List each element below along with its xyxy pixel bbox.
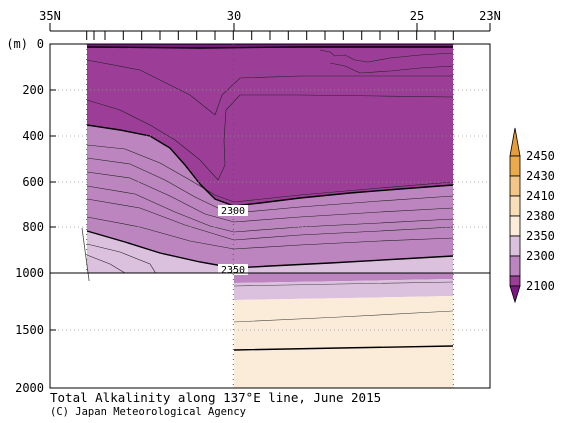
depth-grid (50, 89, 490, 331)
missing-data-mask (87, 281, 234, 388)
y-tick-label: 400 (22, 129, 44, 143)
colorbar-segment (509, 255, 521, 277)
contour-line (233, 310, 454, 323)
colorbar-segment (509, 175, 521, 197)
colorbar-segment (509, 235, 521, 257)
contour-line (329, 62, 454, 74)
contour-line (319, 49, 454, 63)
contour-line (86, 254, 126, 273)
station-lines (86, 44, 454, 388)
colorbar-label: 2450 (526, 149, 555, 163)
colorbar-label: 2410 (526, 189, 555, 203)
colorbar-labels: 2450 2430 2410 2380 2350 2300 2100 (526, 149, 555, 293)
colorbar: 2450 2430 2410 2380 2350 2300 2100 (509, 127, 555, 304)
chart-title: Total Alkalinity along 137°E line, June … (50, 390, 382, 405)
contour-label: 2350 (221, 265, 245, 276)
fill-2100-2300 (87, 44, 453, 206)
y-axis-unit-label: (m) (6, 37, 28, 51)
y-tick-label: 0 (37, 37, 44, 51)
contour-line (233, 281, 454, 287)
contour-2400 (233, 345, 454, 351)
contour-line (86, 59, 453, 116)
colorbar-over-triangle (509, 127, 521, 157)
colorbar-segment (509, 195, 521, 217)
y-tick-label: 200 (22, 83, 44, 97)
lat-label: 23N (479, 9, 501, 23)
contour-line (86, 94, 454, 181)
upper-panel-fills (87, 44, 453, 273)
y-tick-label: 800 (22, 220, 44, 234)
contour-line (86, 216, 454, 250)
chart-credit: (C) Japan Meteorological Agency (50, 406, 246, 418)
latitude-labels: 35N 30 25 23N (39, 9, 501, 23)
y-tick-label: 1500 (15, 323, 44, 337)
colorbar-under-triangle (509, 285, 521, 304)
contour-label: 2300 (221, 206, 245, 217)
fill-lower-2350-2380 (234, 279, 453, 300)
colorbar-segment (509, 275, 521, 287)
y-axis-ticks (50, 43, 56, 389)
lower-panel-fills (234, 273, 453, 388)
colorbar-label: 2100 (526, 279, 555, 293)
y-tick-label: 1000 (15, 266, 44, 280)
lat-label: 30 (227, 9, 241, 23)
latitude-ticks (49, 23, 491, 31)
colorbar-label: 2300 (526, 249, 555, 263)
fill-lower-2300-2350 (234, 273, 453, 283)
top-latitude-axis: 35N 30 25 23N (39, 9, 501, 40)
colorbar-segment (509, 215, 521, 237)
contour-line (86, 243, 156, 273)
y-tick-label: 600 (22, 175, 44, 189)
contour-line (86, 198, 454, 241)
lat-label: 35N (39, 9, 61, 23)
contour-line (86, 185, 454, 233)
station-ticks (86, 31, 454, 40)
contour-line (86, 144, 454, 203)
y-axis-labels: (m) 0 200 400 600 800 1000 1500 2000 (6, 37, 44, 395)
lat-label: 25 (410, 9, 424, 23)
colorbar-label: 2380 (526, 209, 555, 223)
colorbar-label: 2350 (526, 229, 555, 243)
contour-label-background (218, 205, 248, 216)
fill-lower-2380-2410 (234, 296, 453, 388)
contour-line (86, 171, 454, 223)
plot-frame (49, 43, 491, 389)
upper-panel-contour-lines (86, 49, 454, 273)
colorbar-label: 2430 (526, 169, 555, 183)
y-tick-label: 2000 (15, 381, 44, 395)
contour-2100 (86, 46, 453, 49)
colorbar-segment (509, 155, 521, 177)
